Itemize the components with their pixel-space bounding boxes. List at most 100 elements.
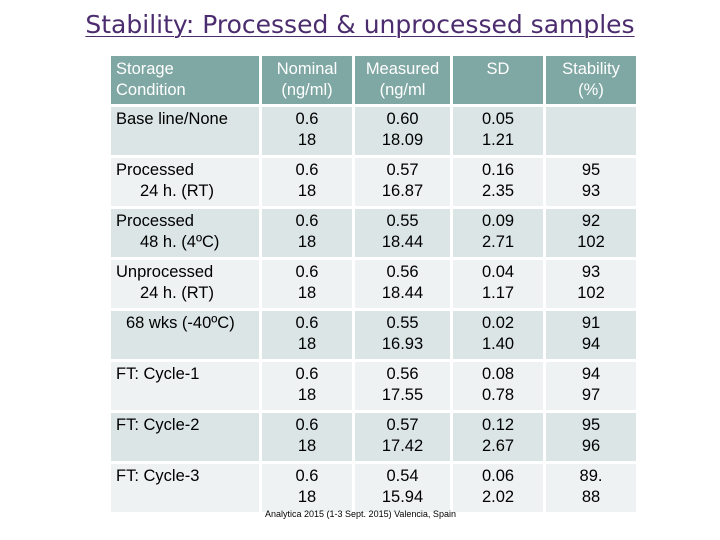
header-sd: SD: [453, 56, 543, 104]
cell-line: 1.40: [481, 335, 515, 353]
cell-line: 0.6: [295, 161, 319, 179]
cell-line: 93: [581, 263, 601, 281]
cell-line: 15.94: [381, 488, 424, 506]
cell-measured: 0.55 18.44: [355, 209, 450, 257]
cell-line: 0.05: [481, 110, 515, 128]
cell-line: 95: [581, 416, 601, 434]
cell-line: 0.6: [295, 467, 319, 485]
cell-condition: Base line/None: [111, 107, 259, 155]
cell-line: 0.6: [295, 416, 319, 434]
cell-measured: 0.60 18.09: [355, 107, 450, 155]
cell-line: 0.78: [481, 386, 515, 404]
cell-line: 94: [581, 365, 601, 383]
cell-line: 0.54: [386, 467, 419, 485]
cell-line: FT: Cycle-3: [116, 467, 200, 485]
cell-line: 0.55: [386, 314, 419, 332]
header-storage-condition: Storage Condition: [111, 56, 259, 104]
cell-line: 2.67: [481, 437, 515, 455]
cell-sd: 0.04 1.17: [453, 260, 543, 308]
cell-line: FT: Cycle-2: [116, 416, 200, 434]
cell-measured: 0.56 17.55: [355, 362, 450, 410]
header-line: (ng/ml): [281, 81, 333, 99]
cell-measured: 0.57 16.87: [355, 158, 450, 206]
cell-nominal: 0.6 18: [262, 158, 352, 206]
cell-line: 18: [297, 437, 317, 455]
header-measured: Measured (ng/ml: [355, 56, 450, 104]
stability-table: Storage Condition Nominal (ng/ml) Measur…: [108, 53, 639, 515]
cell-sd: 0.02 1.40: [453, 311, 543, 359]
cell-nominal: 0.6 18: [262, 209, 352, 257]
cell-line: 18: [297, 182, 317, 200]
cell-line: 91: [581, 314, 601, 332]
cell-line: 68 wks (-40ºC): [126, 314, 235, 332]
cell-stability: 95 93: [546, 158, 636, 206]
cell-line: 2.35: [481, 182, 515, 200]
cell-line: 18: [297, 131, 317, 149]
cell-line: 97: [581, 386, 601, 404]
cell-line: 0.12: [481, 416, 515, 434]
cell-sd: 0.12 2.67: [453, 413, 543, 461]
cell-nominal: 0.6 18: [262, 464, 352, 512]
cell-line: Base line/None: [116, 110, 228, 128]
cell-line: 0.55: [386, 212, 419, 230]
cell-line: 94: [581, 335, 601, 353]
cell-stability: 92 102: [546, 209, 636, 257]
cell-line: 0.60: [386, 110, 419, 128]
cell-stability: 89. 88: [546, 464, 636, 512]
cell-line: 96: [581, 437, 601, 455]
table-row: Processed 24 h. (RT) 0.6 18 0.57 16.87 0…: [111, 158, 636, 206]
cell-line: 16.93: [381, 335, 424, 353]
cell-measured: 0.54 15.94: [355, 464, 450, 512]
cell-line: Unprocessed: [116, 263, 214, 281]
cell-line: 0.6: [295, 212, 319, 230]
cell-sd: 0.09 2.71: [453, 209, 543, 257]
cell-sd: 0.05 1.21: [453, 107, 543, 155]
cell-line: 0.6: [295, 263, 319, 281]
footer-note: Analytica 2015 (1-3 Sept. 2015) Valencia…: [265, 509, 456, 519]
cell-line: 0.04: [481, 263, 515, 281]
header-line: Nominal: [276, 60, 338, 78]
cell-line: 17.55: [381, 386, 424, 404]
cell-line: 24 h. (RT): [140, 284, 214, 302]
cell-line: 0.6: [295, 365, 319, 383]
cell-condition: FT: Cycle-3: [111, 464, 259, 512]
cell-line: 48 h. (4ºC): [140, 233, 220, 251]
cell-line: 0.09: [481, 212, 515, 230]
cell-nominal: 0.6 18: [262, 413, 352, 461]
cell-line: Processed: [116, 161, 194, 179]
cell-line: 0.6: [295, 110, 319, 128]
cell-line: 0.06: [481, 467, 515, 485]
table-row: FT: Cycle-2 0.6 18 0.57 17.42 0.12 2.67 …: [111, 413, 636, 461]
cell-line: 102: [577, 284, 605, 302]
cell-line: 17.42: [381, 437, 424, 455]
cell-condition: FT: Cycle-1: [111, 362, 259, 410]
cell-line: 0.16: [481, 161, 515, 179]
cell-line: 18: [297, 386, 317, 404]
cell-line: 0.08: [481, 365, 515, 383]
cell-line: 18.44: [381, 233, 424, 251]
cell-nominal: 0.6 18: [262, 260, 352, 308]
cell-line: 102: [577, 233, 605, 251]
cell-line: 18: [297, 233, 317, 251]
cell-line: 2.02: [481, 488, 515, 506]
cell-line: 0.6: [295, 314, 319, 332]
cell-line: 0.57: [386, 161, 419, 179]
cell-line: 95: [581, 161, 601, 179]
header-line: (ng/ml: [379, 81, 426, 99]
cell-line: 18: [297, 284, 317, 302]
cell-line: 0.56: [386, 263, 419, 281]
cell-sd: 0.16 2.35: [453, 158, 543, 206]
cell-line: Processed: [116, 212, 194, 230]
cell-line: 16.87: [381, 182, 424, 200]
header-stability: Stability (%): [546, 56, 636, 104]
cell-stability: [546, 107, 636, 155]
cell-condition: FT: Cycle-2: [111, 413, 259, 461]
cell-measured: 0.57 17.42: [355, 413, 450, 461]
cell-line: 2.71: [481, 233, 515, 251]
table-row: FT: Cycle-1 0.6 18 0.56 17.55 0.08 0.78 …: [111, 362, 636, 410]
cell-line: 24 h. (RT): [140, 182, 214, 200]
cell-measured: 0.56 18.44: [355, 260, 450, 308]
cell-line: 93: [581, 182, 601, 200]
header-line: SD: [486, 60, 510, 78]
header-nominal: Nominal (ng/ml): [262, 56, 352, 104]
